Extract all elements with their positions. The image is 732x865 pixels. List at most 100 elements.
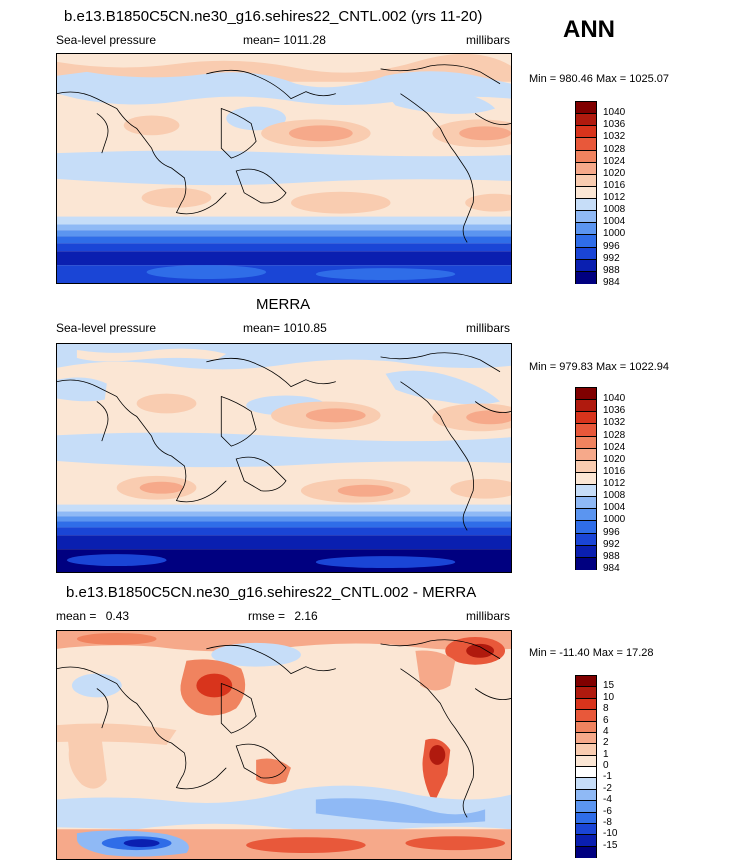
- panel-model-colorbar-label: 1008: [603, 204, 626, 216]
- panel-diff-contour-map: [57, 631, 511, 859]
- panel-diff-colorbar-swatch: [575, 834, 597, 847]
- panel-obs-colorbar-label: 1032: [603, 417, 626, 429]
- panel-diff-colorbar-label: 0: [603, 760, 609, 771]
- panel-obs-colorbar-label: 1040: [603, 393, 626, 405]
- panel-obs-map: [56, 343, 512, 573]
- panel-model-colorbar-label: 992: [603, 252, 620, 264]
- panel-diff-colorbar-label: -1: [603, 771, 612, 783]
- panel-diff-colorbar-swatch: [575, 709, 597, 722]
- panel-obs-colorbar-label: 1004: [603, 502, 626, 514]
- panel-obs-colorbar-label: 988: [603, 550, 620, 562]
- panel-model-variable: Sea-level pressure: [56, 33, 157, 47]
- panel-diff-colorbar-swatch: [575, 845, 597, 858]
- panel-model-units: millibars: [466, 33, 511, 47]
- panel-obs-minmax: Min = 979.83 Max = 1022.94: [529, 361, 670, 373]
- panel-model-colorbar-swatch: [575, 246, 597, 260]
- panel-diff-colorbar-swatch: [575, 754, 597, 767]
- panel-model-contour-map: [57, 54, 511, 283]
- panel-obs-colorbar-label: 984: [603, 563, 620, 574]
- panel-diff-colorbar-swatch: [575, 675, 597, 688]
- panel-obs-colorbar-swatch: [575, 471, 597, 486]
- panel-diff-rmse-label: rmse =: [248, 609, 286, 623]
- panel-diff-colorbar-swatch: [575, 686, 597, 699]
- panel-diff-colorbar-swatch: [575, 811, 597, 824]
- panel-diff-colorbar-label: 8: [603, 703, 609, 715]
- panel-model-mean-label: mean=: [243, 33, 281, 47]
- panel-diff-colorbar-label: -2: [603, 782, 612, 794]
- panel-diff-colorbar-swatch: [575, 788, 597, 802]
- panel-diff-colorbar-swatch: [575, 800, 597, 813]
- panel-obs-contour-map: [57, 344, 511, 572]
- panel-obs-colorbar-swatch: [575, 423, 597, 437]
- panel-model-colorbar-swatch: [575, 149, 597, 163]
- panel-diff-colorbar-label: -4: [603, 794, 612, 806]
- panel-diff-colorbar-swatch: [575, 766, 597, 779]
- panel-model-colorbar-swatch: [575, 185, 597, 200]
- panel-obs-mean: mean= 1010.85: [243, 321, 327, 335]
- panel-diff-colorbar-label: -6: [603, 805, 612, 817]
- panel-diff-colorbar-swatch: [575, 720, 597, 733]
- panel-diff-title: b.e13.B1850C5CN.ne30_g16.sehires22_CNTL.…: [66, 584, 477, 601]
- panel-model-colorbar-label: 996: [603, 240, 620, 252]
- panel-obs-title: MERRA: [256, 296, 311, 313]
- panel-obs-colorbar-label: 1028: [603, 429, 626, 441]
- panel-model-colorbar-label: 1036: [603, 119, 626, 131]
- panel-obs-mean-label: mean=: [243, 321, 281, 335]
- panel-diff-colorbar-label: 15: [603, 680, 615, 692]
- panel-obs-colorbar-label: 992: [603, 538, 620, 550]
- panel-obs-units: millibars: [466, 321, 511, 335]
- panel-obs-colorbar-label: 1016: [603, 465, 626, 477]
- panel-model-colorbar-label: 1024: [603, 155, 626, 167]
- panel-model-colorbar-swatch: [575, 173, 597, 187]
- panel-diff-rmse-value: 2.16: [294, 609, 318, 623]
- panel-diff-colorbar-swatch: [575, 697, 597, 711]
- panel-model-colorbar-swatch: [575, 210, 597, 224]
- panel-obs-colorbar-swatch: [575, 399, 597, 413]
- panel-obs-colorbar-swatch: [575, 556, 597, 570]
- panel-diff-minmax: Min = -11.40 Max = 17.28: [529, 647, 654, 659]
- panel-model-colorbar-swatch: [575, 161, 597, 175]
- panel-model-colorbar-swatch: [575, 270, 597, 284]
- panel-model-colorbar-label: 1020: [603, 167, 626, 179]
- panel-obs-colorbar-swatch: [575, 459, 597, 473]
- panel-model-colorbar-label: 1032: [603, 131, 626, 143]
- panel-obs-colorbar-label: 1008: [603, 490, 626, 502]
- panel-obs-colorbar-swatch: [575, 387, 597, 401]
- panel-diff-map: [56, 630, 512, 860]
- panel-model-colorbar-swatch: [575, 125, 597, 139]
- panel-obs-colorbar-label: 996: [603, 526, 620, 538]
- panel-diff-rmse: rmse = 2.16: [248, 609, 318, 623]
- panel-model-colorbar-swatch: [575, 137, 597, 151]
- panel-obs-colorbar-label: 1000: [603, 514, 626, 526]
- panel-obs-colorbar-swatch: [575, 435, 597, 449]
- panel-obs-colorbar-swatch: [575, 544, 597, 558]
- panel-model-colorbar-label: 1012: [603, 192, 626, 204]
- panel-model-colorbar-label: 1028: [603, 143, 626, 155]
- panel-diff-colorbar-label: -10: [603, 828, 618, 840]
- panel-diff-colorbar-swatch: [575, 777, 597, 790]
- panel-diff-mean-label: mean =: [56, 609, 97, 623]
- panel-model-mean-value: 1011.28: [283, 33, 326, 47]
- panel-model-colorbar-label: 1000: [603, 228, 626, 240]
- panel-model-colorbar-label: 1016: [603, 179, 626, 191]
- panel-obs-variable: Sea-level pressure: [56, 321, 157, 335]
- panel-obs-colorbar-label: 1024: [603, 441, 626, 453]
- panel-obs-colorbar-swatch: [575, 508, 597, 522]
- panel-obs-colorbar-swatch: [575, 496, 597, 510]
- season-label: ANN: [563, 16, 615, 43]
- panel-obs-colorbar-swatch: [575, 411, 597, 425]
- panel-obs-colorbar-swatch: [575, 447, 597, 461]
- panel-model-colorbar-label: 984: [603, 277, 620, 288]
- panel-diff-colorbar-label: 6: [603, 714, 609, 726]
- panel-diff-colorbar-label: -8: [603, 816, 612, 828]
- panel-obs-colorbar-label: 1012: [603, 478, 626, 490]
- panel-model-colorbar-label: 1004: [603, 216, 626, 228]
- panel-obs-mean-value: 1010.85: [283, 321, 327, 335]
- panel-obs-colorbar-label: 1020: [603, 453, 626, 465]
- panel-obs-colorbar-swatch: [575, 532, 597, 546]
- panel-diff-mean: mean = 0.43: [56, 609, 129, 623]
- panel-model-colorbar-swatch: [575, 258, 597, 272]
- panel-diff-colorbar-swatch: [575, 743, 597, 756]
- panel-diff-mean-value: 0.43: [105, 609, 130, 623]
- panel-model-colorbar-label: 988: [603, 264, 620, 276]
